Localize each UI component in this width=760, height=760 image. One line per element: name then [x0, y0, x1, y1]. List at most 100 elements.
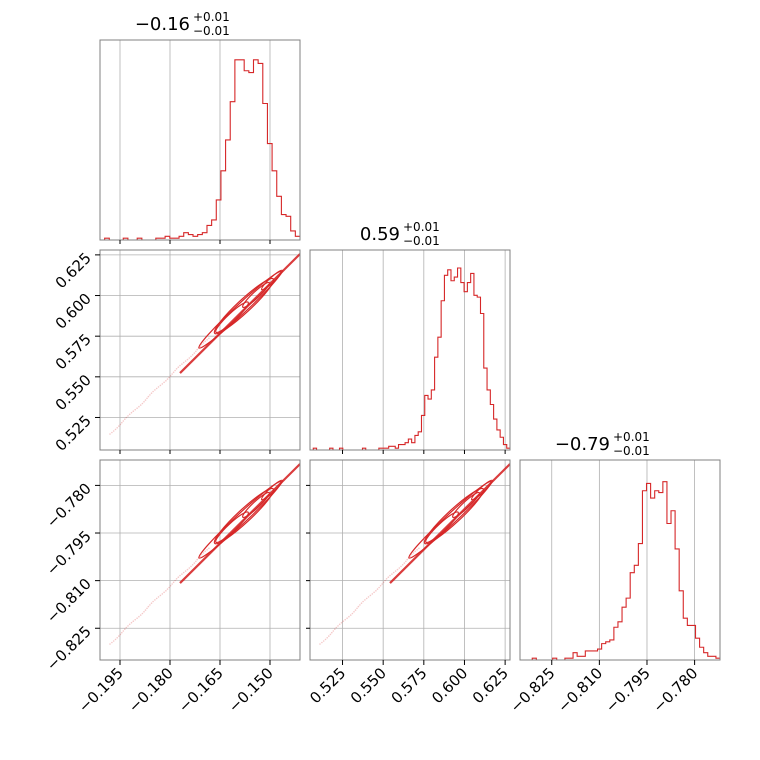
scatter-point [147, 605, 150, 608]
scatter-point [127, 625, 129, 627]
density-band [389, 463, 510, 584]
panel-frame [309, 459, 511, 661]
scatter-point [190, 565, 192, 568]
x-tick-label: 0.575 [388, 664, 431, 707]
scatter-point [118, 425, 120, 427]
scatter-point [188, 567, 191, 569]
scatter-point [375, 590, 377, 592]
scatter-point [418, 547, 420, 550]
scatter-point [354, 609, 357, 611]
scatter-point [132, 410, 135, 413]
scatter-point [163, 381, 165, 384]
scatter-point [182, 361, 185, 364]
x-tick-label: 0.600 [428, 664, 471, 707]
scatter-point [391, 573, 393, 575]
param-title-lower-error: −0.01 [403, 234, 440, 248]
x-tick-label: −0.180 [125, 664, 177, 716]
scatter-point [136, 407, 138, 410]
x-tick-label: −0.195 [75, 664, 127, 716]
scatter-point [191, 354, 194, 356]
scatter-point [201, 553, 203, 556]
scatter-point [356, 607, 358, 610]
scatter-point [202, 552, 205, 554]
scatter-point [338, 623, 341, 626]
panel-frame [99, 459, 301, 661]
scatter-point [122, 420, 125, 422]
scatter-point [114, 428, 117, 431]
contour-level-1 [198, 270, 282, 349]
scatter-point [382, 581, 385, 584]
scatter-point [344, 618, 347, 621]
scatter-point [138, 405, 140, 408]
density-band [179, 463, 300, 584]
scatter-point [169, 374, 172, 377]
x-tick-label: 0.625 [469, 664, 512, 707]
scatter-point [159, 594, 162, 597]
scatter-point [202, 342, 205, 344]
y-tick-label: −0.780 [43, 479, 95, 531]
scatter-point [367, 596, 370, 598]
scatter-point [163, 591, 165, 594]
contour-group-3 [319, 463, 510, 645]
scatter-point [398, 567, 401, 569]
scatter-point [150, 602, 153, 604]
y-tick-label: 0.575 [52, 330, 95, 373]
scatter-point [111, 431, 113, 434]
scatter-point [134, 408, 136, 411]
scatter-point [204, 550, 206, 553]
scatter-point [149, 604, 151, 606]
scatter-point [184, 360, 187, 362]
scatter-point [381, 583, 383, 585]
scatter-point [396, 568, 399, 571]
scatter-point [349, 614, 352, 616]
scatter-point [406, 558, 409, 561]
x-tick-label: −0.810 [554, 664, 606, 716]
scatter-point [146, 397, 148, 400]
scatter-point [177, 576, 180, 578]
y-tick-label: 0.550 [52, 371, 95, 414]
scatter-point [181, 363, 183, 365]
scatter-point [169, 584, 172, 587]
scatter-point [177, 366, 180, 369]
scatter-point [109, 643, 111, 645]
scatter-point [412, 552, 415, 554]
contour-level-2 [423, 487, 485, 545]
scatter-point [144, 609, 147, 611]
contour-level-1 [198, 480, 282, 559]
scatter-point [414, 550, 417, 553]
scatter-point [171, 583, 173, 585]
scatter-point [369, 594, 372, 597]
x-tick-label: −0.150 [225, 664, 277, 716]
scatter-point [346, 617, 348, 619]
scatter-point [394, 570, 397, 572]
param-title-3: −0.79 [555, 434, 610, 455]
scatter-point [379, 584, 382, 587]
scatter-point [175, 368, 178, 370]
param-title-lower-error: −0.01 [613, 444, 650, 458]
scatter-point [136, 617, 138, 619]
scatter-point [125, 626, 128, 629]
scatter-point [125, 416, 128, 419]
scatter-point [116, 637, 118, 639]
x-tick-label: −0.825 [507, 664, 559, 716]
scatter-point [174, 369, 176, 372]
scatter-point [132, 620, 135, 622]
scatter-point [112, 640, 115, 642]
y-tick-label: 0.525 [52, 412, 95, 455]
scatter-point [196, 348, 198, 351]
scatter-point [400, 565, 402, 568]
x-tick-label: 0.525 [306, 664, 349, 707]
contour-level-1 [408, 480, 492, 559]
histogram-3 [520, 481, 720, 661]
scatter-point [116, 427, 118, 429]
scatter-point [182, 571, 185, 574]
scatter-point [401, 564, 404, 566]
scatter-point [161, 593, 164, 595]
scatter-point [119, 633, 122, 636]
scatter-point [130, 411, 133, 414]
scatter-point [193, 352, 196, 354]
scatter-point [373, 591, 375, 594]
scatter-point [321, 641, 323, 644]
scatter-point [411, 553, 413, 556]
scatter-point [154, 599, 156, 601]
